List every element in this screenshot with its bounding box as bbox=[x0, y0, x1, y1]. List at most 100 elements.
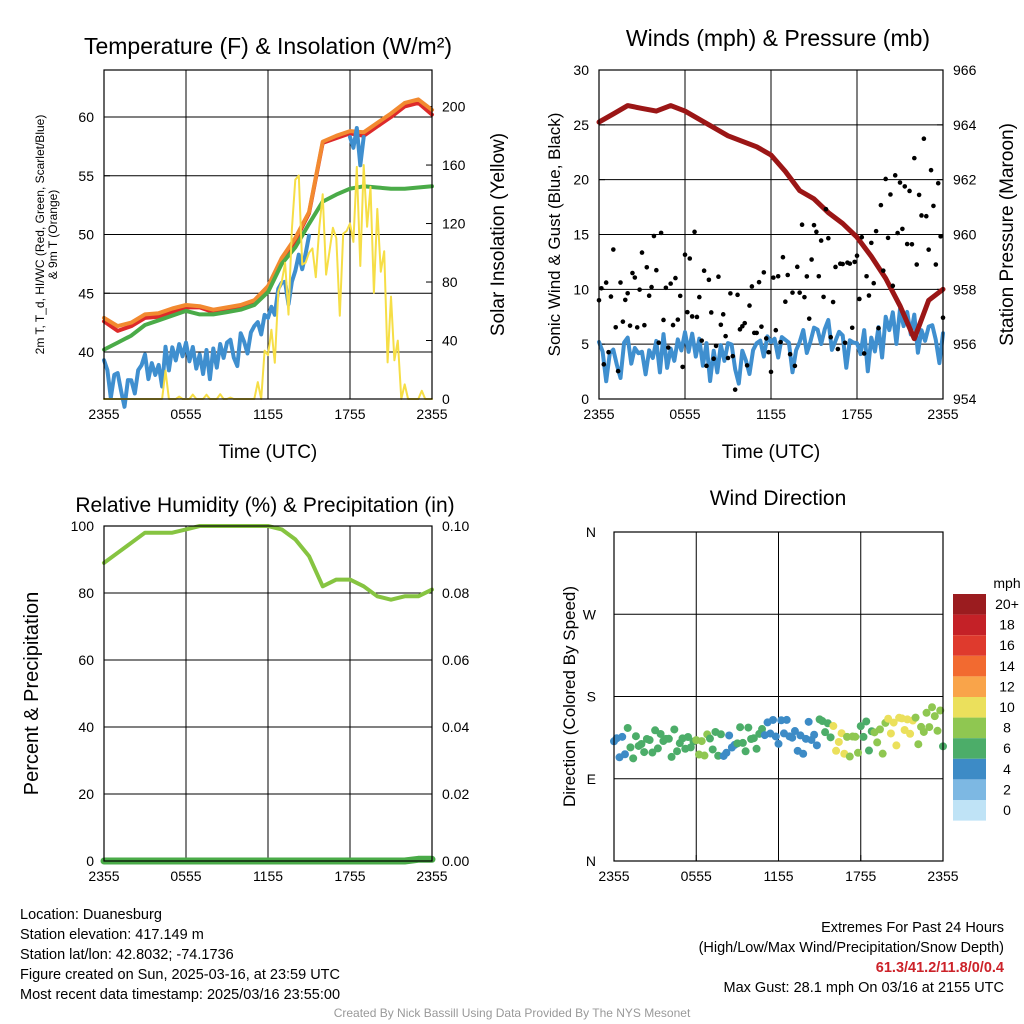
gust-point bbox=[792, 363, 798, 369]
legend-swatch bbox=[953, 594, 986, 615]
series-sonic-wind bbox=[597, 307, 945, 386]
direction-point bbox=[875, 725, 884, 734]
direction-point bbox=[708, 745, 717, 754]
direction-point bbox=[826, 733, 835, 742]
gust-point bbox=[701, 268, 707, 273]
panel-3: Relative Humidity (%) & Precipitation (i… bbox=[21, 494, 469, 884]
direction-point bbox=[790, 727, 799, 736]
gust-point bbox=[608, 294, 614, 299]
most-recent-timestamp: Most recent data timestamp: 2025/03/16 2… bbox=[20, 987, 341, 1003]
direction-point bbox=[686, 743, 695, 752]
gust-point bbox=[823, 206, 829, 212]
panel-title: Relative Humidity (%) & Precipitation (i… bbox=[75, 494, 454, 517]
direction-point bbox=[804, 717, 813, 726]
direction-point bbox=[889, 718, 898, 727]
gust-point bbox=[768, 369, 774, 375]
gust-point bbox=[670, 322, 676, 328]
direction-point bbox=[667, 752, 676, 761]
direction-point bbox=[845, 752, 854, 761]
y-tick-label: 60 bbox=[78, 652, 94, 668]
gust-point bbox=[720, 312, 726, 317]
direction-point bbox=[758, 725, 767, 734]
station-latlon: Station lat/lon: 42.8032; -74.1736 bbox=[20, 947, 234, 963]
gust-point bbox=[706, 277, 712, 283]
y-axis-label-right: Solar Insolation (Yellow) bbox=[488, 133, 509, 336]
direction-point bbox=[799, 749, 808, 758]
y-tick-label-right: 0.08 bbox=[442, 585, 469, 601]
gust-point bbox=[735, 292, 740, 298]
gust-point bbox=[866, 293, 872, 298]
legend-swatch bbox=[953, 738, 986, 759]
y-tick-label-right: 962 bbox=[953, 172, 977, 188]
legend-swatch bbox=[953, 717, 986, 739]
gust-point bbox=[809, 257, 814, 262]
y-tick-label: 60 bbox=[78, 109, 94, 125]
direction-point bbox=[749, 734, 758, 743]
gust-point bbox=[928, 167, 934, 173]
gust-point bbox=[601, 362, 607, 367]
y-tick-label-right: 80 bbox=[442, 274, 458, 290]
y-tick-label-right: 0 bbox=[442, 391, 450, 407]
x-tick-label: 2355 bbox=[927, 406, 958, 422]
direction-point bbox=[782, 715, 791, 724]
series-line bbox=[102, 126, 366, 409]
extremes-title: Extremes For Past 24 Hours bbox=[821, 920, 1004, 936]
gust-point bbox=[785, 272, 791, 278]
y-tick-label: 55 bbox=[78, 168, 94, 184]
x-tick-label: 2355 bbox=[927, 868, 958, 884]
y-tick-label-right: 958 bbox=[953, 281, 977, 297]
x-tick-label: 1755 bbox=[841, 406, 872, 422]
gust-point bbox=[895, 230, 900, 236]
extremes-panel: Extremes For Past 24 Hours (High/Low/Max… bbox=[699, 918, 1004, 998]
gust-point bbox=[931, 203, 936, 209]
legend-label: 20+ bbox=[995, 596, 1019, 612]
direction-point bbox=[854, 748, 863, 757]
legend-swatch bbox=[953, 800, 986, 821]
series-line bbox=[596, 103, 946, 342]
gust-point bbox=[725, 355, 731, 361]
gust-point bbox=[873, 228, 879, 234]
gust-point bbox=[897, 180, 903, 185]
legend-swatch bbox=[953, 697, 986, 718]
y-axis-label-right: Station Pressure (Maroon) bbox=[997, 123, 1018, 346]
direction-point bbox=[741, 747, 750, 756]
gust-point bbox=[620, 319, 626, 324]
y-axis-label: 2m T, T_d, HI/WC (Red, Green, Scarlet/Bl… bbox=[33, 115, 60, 355]
gust-point bbox=[871, 280, 877, 286]
legend-label: 0 bbox=[1003, 802, 1011, 818]
direction-point bbox=[744, 723, 753, 732]
direction-point bbox=[722, 748, 731, 757]
gust-point bbox=[742, 320, 748, 326]
gust-point bbox=[797, 290, 802, 295]
direction-point bbox=[673, 747, 682, 756]
direction-point bbox=[700, 751, 709, 760]
x-axis-label: Time (UTC) bbox=[219, 442, 318, 463]
legend-swatch bbox=[953, 655, 986, 677]
direction-point bbox=[936, 706, 945, 715]
direction-point bbox=[618, 732, 627, 741]
y-tick-label-right: 966 bbox=[953, 62, 977, 78]
plot-frame bbox=[103, 525, 433, 862]
y-tick-label-right: 0.10 bbox=[442, 518, 469, 534]
series-9m-t bbox=[102, 97, 434, 329]
panel-title: Wind Direction bbox=[710, 487, 847, 510]
gust-point bbox=[761, 270, 767, 275]
gust-point bbox=[914, 262, 920, 267]
station-location: Location: Duanesburg bbox=[20, 907, 162, 923]
gust-point bbox=[728, 291, 733, 296]
gust-point bbox=[606, 349, 611, 355]
gust-point bbox=[778, 339, 783, 345]
x-tick-label: 2355 bbox=[598, 868, 629, 884]
gust-point bbox=[919, 213, 924, 218]
x-tick-label: 2355 bbox=[416, 868, 447, 884]
gust-point bbox=[921, 136, 927, 142]
gust-point bbox=[892, 173, 898, 178]
gust-point bbox=[699, 338, 705, 343]
y-tick-label: E bbox=[587, 771, 596, 787]
gust-point bbox=[644, 264, 650, 270]
series-td bbox=[102, 184, 434, 352]
gust-point bbox=[818, 238, 824, 243]
direction-point bbox=[821, 728, 830, 737]
direction-point bbox=[771, 732, 780, 741]
station-elevation: Station elevation: 417.149 m bbox=[20, 927, 204, 943]
